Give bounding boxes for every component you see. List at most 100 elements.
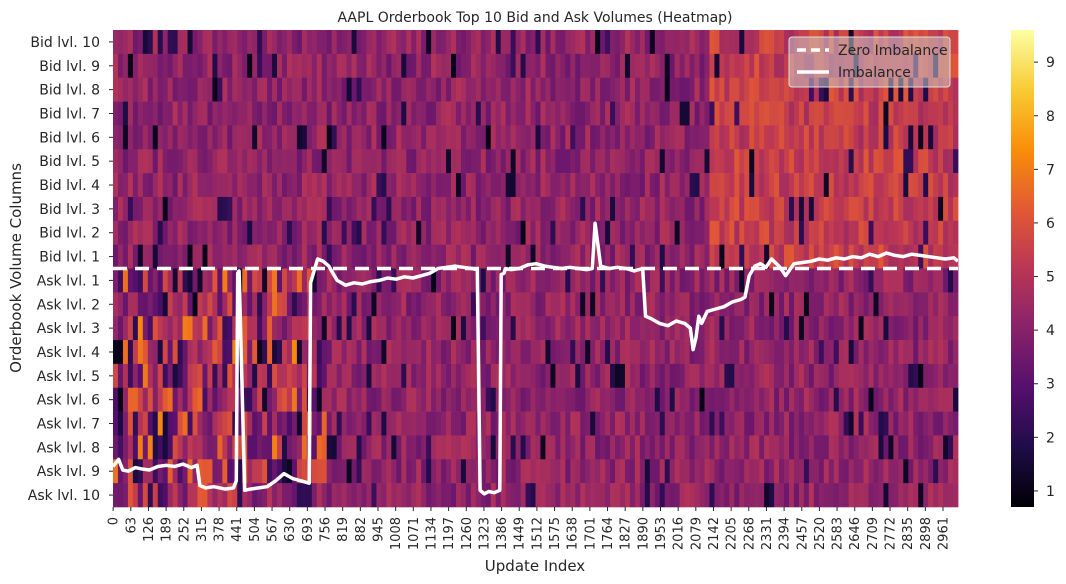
heatmap-cell [361, 125, 367, 150]
heatmap-cell [267, 173, 273, 198]
heatmap-cell [495, 173, 502, 198]
heatmap-cell [719, 435, 725, 460]
heatmap-cell [744, 459, 750, 484]
heatmap-cell [187, 292, 193, 317]
heatmap-cell [217, 220, 223, 245]
heatmap-cell [470, 149, 477, 174]
heatmap-cell [565, 173, 571, 198]
heatmap-cell [530, 387, 536, 412]
heatmap-cell [744, 77, 750, 102]
heatmap-cell [341, 173, 348, 198]
heatmap-cell [659, 387, 666, 412]
heatmap-cell [694, 196, 700, 222]
heatmap-cell [535, 149, 541, 174]
x-tick-label: 630 [283, 517, 298, 542]
heatmap-cell [187, 435, 193, 460]
heatmap-cell [694, 53, 700, 78]
heatmap-cell [296, 292, 303, 317]
heatmap-cell [406, 30, 412, 55]
heatmap-cell [252, 77, 258, 102]
heatmap-cell [639, 316, 646, 341]
heatmap-cell [495, 244, 502, 269]
heatmap-cell [585, 292, 591, 317]
heatmap-cell [555, 101, 561, 126]
x-tick-label: 1701 [583, 517, 598, 550]
heatmap-cell [550, 387, 556, 412]
heatmap-cell [938, 268, 944, 293]
heatmap-cell [132, 53, 139, 78]
heatmap-cell [465, 220, 472, 245]
heatmap-cell [396, 53, 402, 78]
heatmap-cell [242, 220, 248, 245]
heatmap-cell [177, 411, 183, 436]
heatmap-cell [426, 435, 432, 460]
heatmap-cell [828, 340, 835, 365]
heatmap-cell [540, 101, 546, 126]
heatmap-cell [620, 101, 626, 126]
heatmap-cell [192, 77, 198, 102]
heatmap-cell [351, 435, 357, 460]
heatmap-cell [247, 220, 253, 245]
heatmap-cell [187, 340, 193, 365]
heatmap-cell [933, 268, 939, 293]
heatmap-cell [321, 196, 328, 222]
heatmap-cell [192, 292, 198, 317]
heatmap-cell [853, 196, 859, 222]
heatmap-cell [540, 411, 546, 436]
heatmap-cell [943, 363, 949, 389]
heatmap-cell [306, 77, 313, 102]
heatmap-cell [510, 77, 517, 102]
heatmap-cell [152, 196, 159, 222]
heatmap-cell [550, 459, 556, 484]
heatmap-cell [117, 316, 124, 341]
heatmap-cell [620, 316, 626, 341]
heatmap-cell [739, 101, 745, 126]
heatmap-cell [301, 387, 308, 412]
heatmap-cell [247, 435, 253, 460]
heatmap-cell [823, 459, 830, 484]
heatmap-cell [282, 340, 288, 365]
heatmap-cell [590, 340, 596, 365]
heatmap-cell [406, 125, 412, 150]
heatmap-cell [366, 387, 372, 412]
heatmap-cell [381, 30, 387, 55]
heatmap-cell [326, 268, 333, 293]
heatmap-cell [237, 387, 243, 412]
heatmap-cell [515, 292, 521, 317]
heatmap-cell [943, 435, 949, 460]
heatmap-cell [699, 387, 705, 412]
heatmap-cell [217, 387, 223, 412]
heatmap-cell [813, 292, 820, 317]
heatmap-cell [838, 387, 845, 412]
heatmap-cell [366, 196, 372, 222]
heatmap-cell [570, 411, 576, 436]
heatmap-cell [336, 292, 343, 317]
heatmap-cell [272, 411, 278, 436]
heatmap-cell [779, 244, 785, 269]
heatmap-cell [167, 173, 174, 198]
heatmap-cell [654, 173, 661, 198]
heatmap-cell [336, 340, 343, 365]
heatmap-cell [520, 125, 526, 150]
heatmap-cell [933, 220, 939, 245]
heatmap-cell [282, 435, 288, 460]
heatmap-cell [863, 316, 869, 341]
heatmap-cell [490, 483, 497, 508]
heatmap-cell [764, 77, 770, 102]
heatmap-cell [615, 292, 621, 317]
heatmap-cell [848, 101, 855, 126]
heatmap-cell [460, 363, 467, 389]
heatmap-cell [331, 292, 338, 317]
heatmap-cell [421, 125, 427, 150]
heatmap-cell [132, 340, 139, 365]
heatmap-cell [570, 149, 576, 174]
heatmap-cell [515, 101, 521, 126]
heatmap-cell [759, 316, 765, 341]
heatmap-cell [580, 316, 586, 341]
heatmap-cell [729, 30, 735, 55]
heatmap-cell [391, 53, 397, 78]
heatmap-cell [510, 30, 517, 55]
heatmap-cell [406, 53, 412, 78]
heatmap-cell [460, 30, 467, 55]
heatmap-cell [227, 268, 233, 293]
